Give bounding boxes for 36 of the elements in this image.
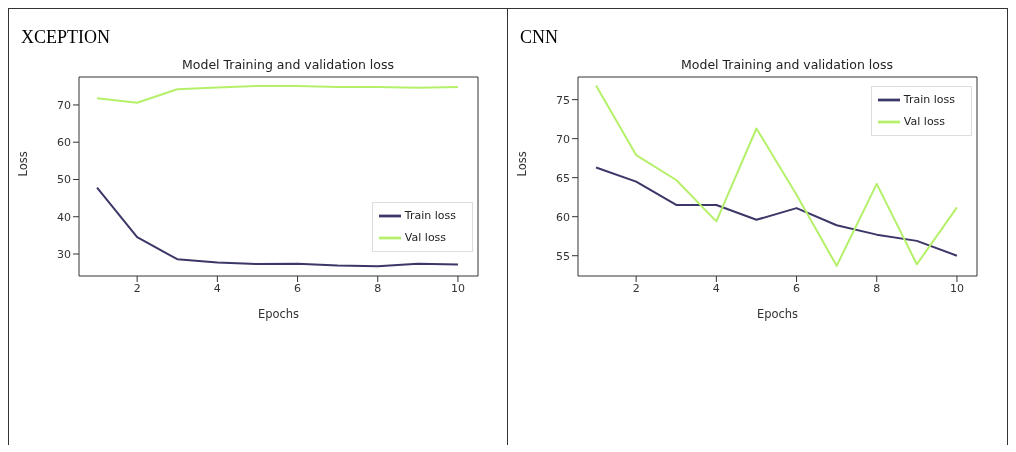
x-tick-label: 6 [294,281,302,295]
y-tick-label: 75 [556,93,570,107]
line-series [595,84,958,267]
x-tick-label: 2 [133,281,141,295]
line-series [595,166,958,257]
legend-label: Val loss [404,231,447,244]
y-tick-label: 40 [57,210,71,224]
y-tick-label: 30 [57,247,71,261]
y-tick-label: 55 [556,249,570,263]
legend-label: Val loss [903,115,946,128]
y-tick-label: 60 [556,210,570,224]
chart-title: XCEPTION [20,26,111,49]
x-tick-label: 4 [712,281,720,295]
y-axis-title: Loss [515,151,530,177]
legend-label: Train loss [404,209,456,222]
x-tick-label: 2 [632,281,640,295]
x-axis-title: Epochs [756,307,799,321]
x-tick-label: 8 [374,281,382,295]
y-tick-label: 60 [57,136,71,150]
y-tick-label: 50 [57,173,71,187]
x-tick-label: 10 [450,281,465,295]
x-tick-label: 4 [213,281,221,295]
y-axis-title: Loss [16,151,31,177]
chart-subtitle: Model Training and validation loss [181,57,395,72]
chart-title: CNN [519,26,559,49]
y-tick-label: 65 [556,171,570,185]
legend-label: Train loss [903,93,955,106]
chart-subtitle: Model Training and validation loss [680,57,894,72]
line-series [96,84,459,104]
x-tick-label: 10 [949,281,964,295]
y-tick-label: 70 [556,132,570,146]
y-tick-label: 70 [57,98,71,112]
x-tick-label: 6 [793,281,801,295]
line-series [96,186,459,268]
x-axis-title: Epochs [257,307,300,321]
x-tick-label: 8 [873,281,881,295]
